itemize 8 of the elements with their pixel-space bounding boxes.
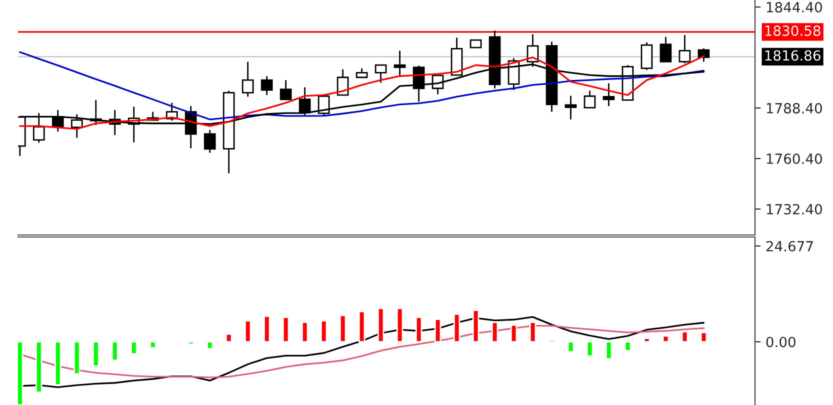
ref-line-label: 1816.86 (765, 50, 820, 61)
y-tick-label: 24.677 (766, 240, 813, 252)
y-tick-label: 1732.40 (766, 204, 822, 215)
y-tick-label: 1760.40 (766, 154, 822, 164)
y-tick-label: 0.00 (766, 336, 796, 348)
y-tick-label: 1788.40 (766, 103, 822, 114)
ref-line-label: 1830.58 (765, 25, 820, 36)
y-tick-label: 1844.40 (766, 2, 822, 13)
